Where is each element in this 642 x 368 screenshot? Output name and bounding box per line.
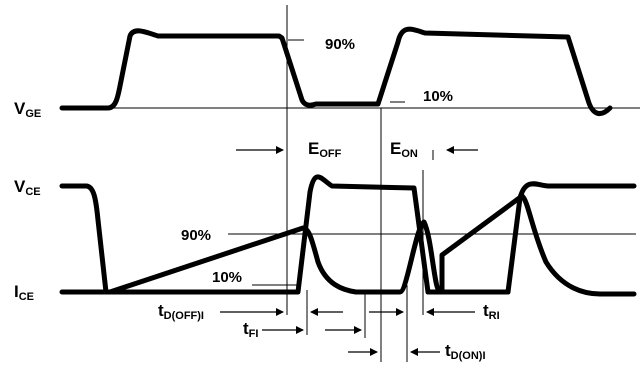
ice-90-label: 90% <box>181 227 211 244</box>
waveforms <box>59 26 637 297</box>
vge-10-label: 10% <box>423 88 453 105</box>
td-off-label: tD(OFF)I <box>158 301 204 322</box>
vge-90-label: 90% <box>325 36 355 53</box>
tfi-label: tFI <box>243 319 258 340</box>
eon-label: EON <box>390 139 418 160</box>
tri-label: tRI <box>483 301 500 322</box>
vce-waveform <box>59 174 637 295</box>
ice-waveform <box>59 193 637 297</box>
eoff-label: EOFF <box>308 139 342 160</box>
ice-10-label: 10% <box>212 269 242 286</box>
vge-label: VGE <box>14 99 41 120</box>
timing-arrows <box>220 146 478 356</box>
ice-label: ICE <box>14 282 34 303</box>
vge-waveform <box>59 26 613 117</box>
td-on-label: tD(ON)I <box>445 341 486 362</box>
vce-label: VCE <box>14 177 41 198</box>
